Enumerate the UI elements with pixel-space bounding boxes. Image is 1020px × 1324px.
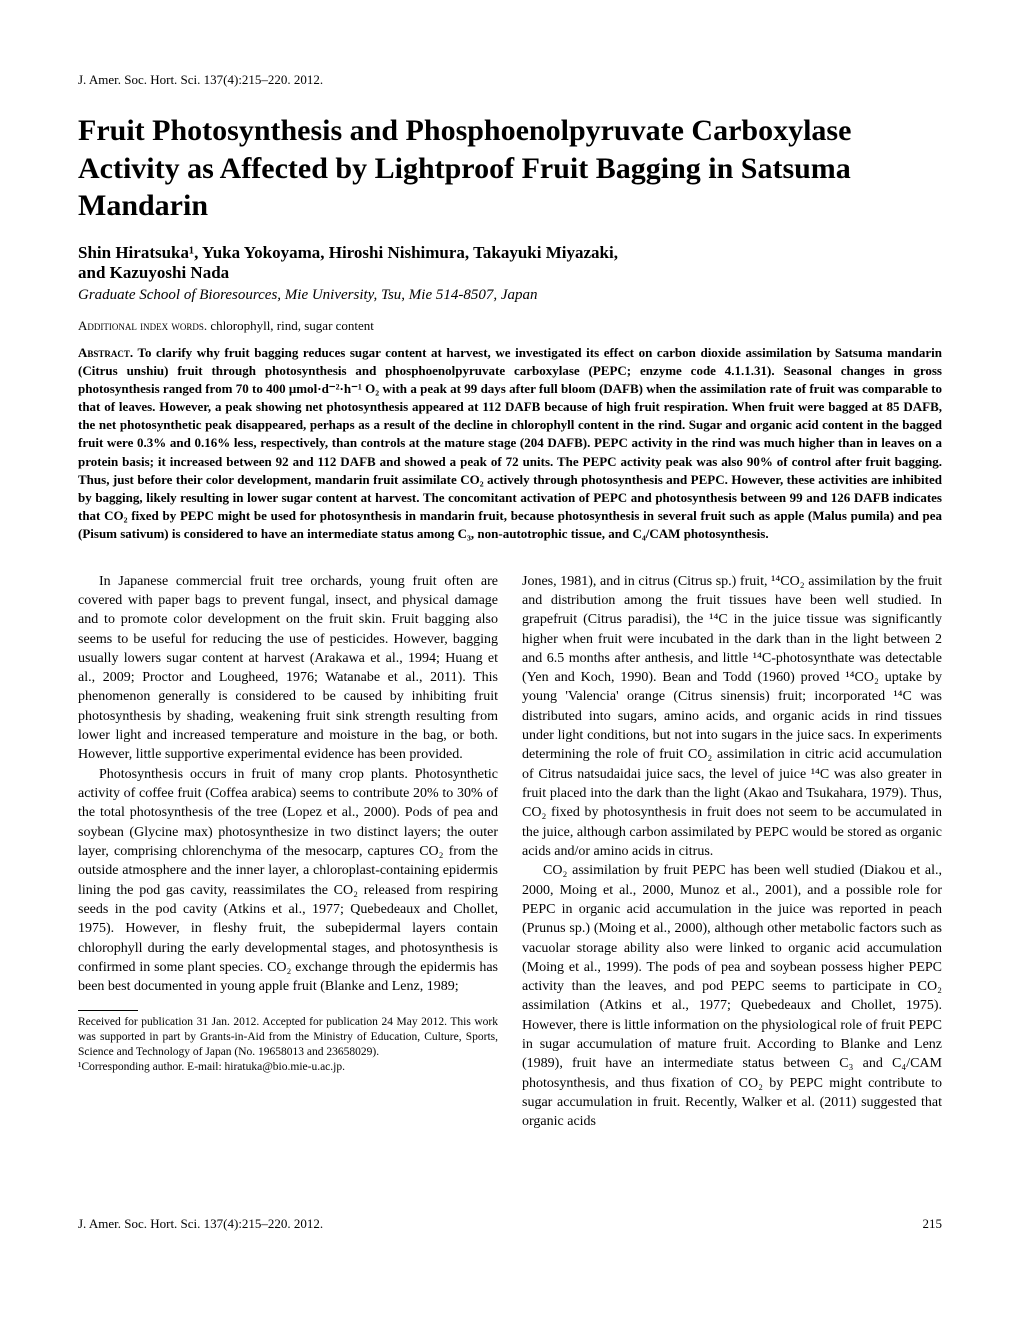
body-paragraph: In Japanese commercial fruit tree orchar…	[78, 572, 498, 765]
left-column: In Japanese commercial fruit tree orchar…	[78, 572, 498, 1132]
body-paragraph: CO₂ assimilation by fruit PEPC has been …	[522, 861, 942, 1131]
footer-journal: J. Amer. Soc. Hort. Sci. 137(4):215–220.…	[78, 1216, 323, 1232]
body-paragraph: Photosynthesis occurs in fruit of many c…	[78, 765, 498, 997]
index-words: Additional index words. chlorophyll, rin…	[78, 318, 942, 334]
abstract-text: To clarify why fruit bagging reduces sug…	[78, 345, 942, 542]
authors-line: Shin Hiratsuka¹, Yuka Yokoyama, Hiroshi …	[78, 243, 942, 283]
page-footer: J. Amer. Soc. Hort. Sci. 137(4):215–220.…	[0, 1192, 1020, 1268]
footnote-rule	[78, 1010, 138, 1011]
abstract-label: Abstract.	[78, 345, 133, 360]
footnote-received: Received for publication 31 Jan. 2012. A…	[78, 1015, 498, 1060]
footnote-corresponding: ¹Corresponding author. E-mail: hiratuka@…	[78, 1060, 498, 1075]
page-container: J. Amer. Soc. Hort. Sci. 137(4):215–220.…	[0, 0, 1020, 1192]
index-words-label: Additional index words.	[78, 318, 207, 333]
body-paragraph: Jones, 1981), and in citrus (Citrus sp.)…	[522, 572, 942, 862]
abstract: Abstract. To clarify why fruit bagging r…	[78, 344, 942, 544]
body-columns: In Japanese commercial fruit tree orchar…	[78, 572, 942, 1132]
footer-page-number: 215	[923, 1216, 943, 1232]
authors-line2: and Kazuyoshi Nada	[78, 263, 229, 282]
journal-header: J. Amer. Soc. Hort. Sci. 137(4):215–220.…	[78, 72, 942, 88]
article-title: Fruit Photosynthesis and Phosphoenolpyru…	[78, 112, 942, 225]
right-column: Jones, 1981), and in citrus (Citrus sp.)…	[522, 572, 942, 1132]
footnotes: Received for publication 31 Jan. 2012. A…	[78, 1015, 498, 1075]
affiliation: Graduate School of Bioresources, Mie Uni…	[78, 287, 942, 304]
authors-line1: Shin Hiratsuka¹, Yuka Yokoyama, Hiroshi …	[78, 243, 618, 262]
index-words-text: chlorophyll, rind, sugar content	[207, 318, 374, 333]
